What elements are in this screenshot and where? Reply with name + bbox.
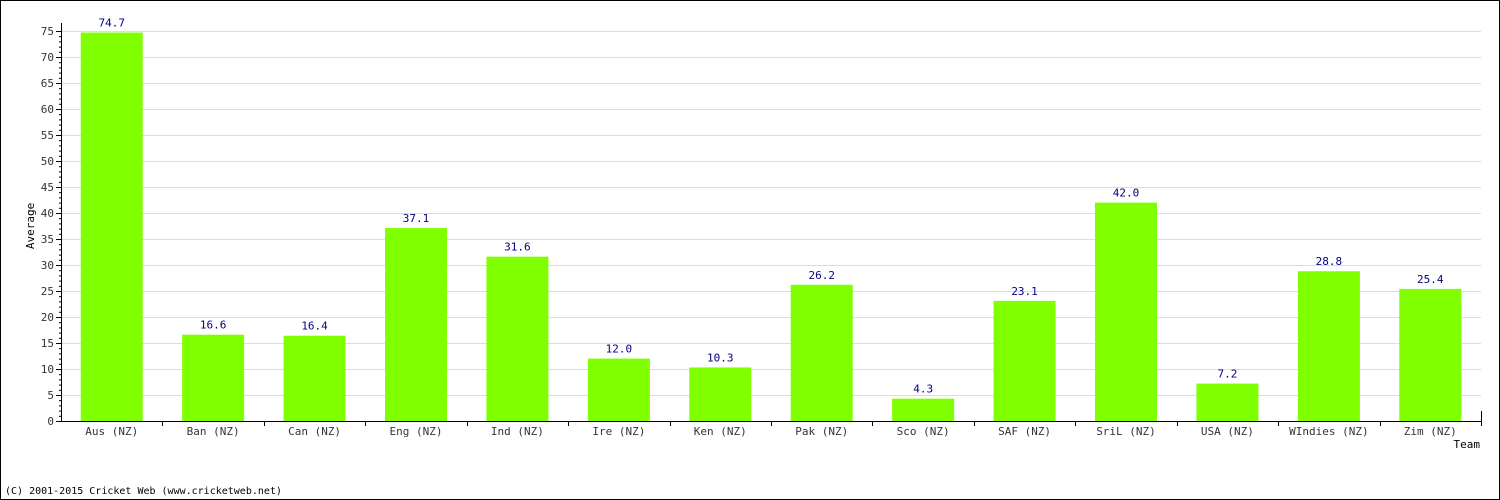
bar: [587, 358, 650, 421]
data-label: 7.2: [1217, 368, 1237, 381]
bar: [689, 367, 752, 421]
bar: [790, 284, 853, 421]
data-label: 10.3: [707, 351, 734, 364]
bar: [80, 32, 143, 421]
data-label: 16.4: [301, 320, 328, 333]
y-axis-title: Average: [24, 203, 37, 249]
bar: [1297, 271, 1360, 421]
y-tick-label: 15: [41, 337, 54, 350]
y-tick-label: 40: [41, 207, 54, 220]
y-tick-label: 35: [41, 233, 54, 246]
y-tick-label: 50: [41, 155, 54, 168]
y-tick-label: 10: [41, 363, 54, 376]
x-tick-label: Ire (NZ): [592, 425, 645, 438]
bar: [1196, 383, 1259, 421]
data-label: 23.1: [1011, 285, 1038, 298]
data-label: 16.6: [200, 319, 227, 332]
x-tick-label: SriL (NZ): [1096, 425, 1156, 438]
bar: [1399, 288, 1462, 421]
x-axis-title: Team: [1454, 438, 1481, 451]
data-label: 42.0: [1113, 187, 1140, 200]
data-label: 37.1: [403, 212, 430, 225]
x-tick-label: USA (NZ): [1201, 425, 1254, 438]
x-tick-label: Ind (NZ): [491, 425, 544, 438]
x-tick-label: Can (NZ): [288, 425, 341, 438]
bar: [182, 334, 245, 421]
data-label: 31.6: [504, 241, 531, 254]
y-tick-label: 45: [41, 181, 54, 194]
bar: [385, 228, 447, 421]
data-label: 28.8: [1316, 255, 1343, 268]
x-tick-label: Sco (NZ): [897, 425, 950, 438]
data-label: 74.7: [98, 17, 125, 30]
y-tick-label: 25: [41, 285, 54, 298]
x-tick-label: Aus (NZ): [85, 425, 138, 438]
x-tick-label: WIndies (NZ): [1289, 425, 1368, 438]
bar: [1095, 202, 1157, 421]
x-tick-label: Zim (NZ): [1404, 425, 1457, 438]
bars: [80, 32, 1462, 421]
bar: [283, 335, 346, 421]
y-tick-label: 30: [41, 259, 54, 272]
y-tick-label: 0: [47, 415, 54, 428]
y-tick-label: 55: [41, 129, 54, 142]
y-tick-label: 75: [41, 25, 54, 38]
bar: [993, 300, 1056, 421]
data-label: 25.4: [1417, 273, 1444, 286]
x-tick-label: Ken (NZ): [694, 425, 747, 438]
y-tick-label: 65: [41, 77, 54, 90]
y-tick-label: 5: [47, 389, 54, 402]
y-tick-label: 70: [41, 51, 54, 64]
y-tick-label: 60: [41, 103, 54, 116]
data-label: 4.3: [913, 383, 933, 396]
labels: 0 5 10 15 20 25 30 35 40 45 50 55 60 65 70 75 74.7 Aus (N…: [41, 17, 1457, 438]
axes: [56, 23, 1482, 426]
copyright-footer: (C) 2001-2015 Cricket Web (www.cricketwe…: [5, 486, 282, 497]
data-label: 12.0: [606, 343, 633, 356]
x-tick-label: Ban (NZ): [187, 425, 240, 438]
grid-lines: [61, 31, 1481, 396]
x-tick-label: Pak (NZ): [795, 425, 848, 438]
bar: [486, 256, 549, 421]
x-tick-label: SAF (NZ): [998, 425, 1051, 438]
data-label: 26.2: [808, 269, 835, 282]
x-tick-label: Eng (NZ): [390, 425, 443, 438]
bar: [892, 398, 955, 421]
y-tick-label: 20: [41, 311, 54, 324]
